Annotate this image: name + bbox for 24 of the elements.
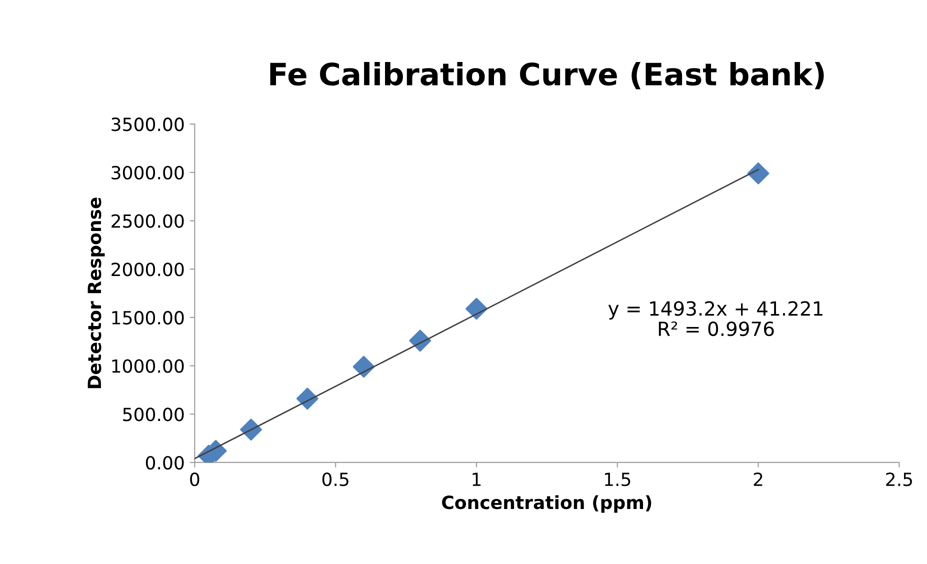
point [465, 298, 488, 320]
x-tick-label: 1.5 [605, 472, 630, 486]
x-tick-label: 2 [754, 472, 762, 486]
y-tick-label: 2000.00 [112, 262, 184, 276]
x-axis-title: Concentration (ppm) [442, 495, 652, 513]
annotation: R² = 0.9976 [658, 321, 774, 336]
x-tick-label: 2.5 [886, 472, 912, 486]
y-tick-label: 1000.00 [112, 359, 184, 373]
x-tick-label: 0.5 [322, 472, 348, 486]
y-tick-label: 0.00 [146, 456, 184, 470]
point [352, 356, 375, 378]
x-tick-label: 1 [472, 472, 481, 486]
point [296, 388, 318, 410]
point [409, 330, 432, 352]
point [747, 162, 770, 184]
x-tick-label: 0 [190, 472, 200, 486]
y-axis-title: Detector Response [88, 198, 105, 388]
y-tick-label: 3000.00 [112, 166, 184, 180]
y-tick-label: 3500.00 [112, 118, 184, 132]
chart-title: Fe Calibration Curve (East bank) [270, 62, 824, 90]
annotation: y = 1493.2x + 41.221 [608, 301, 822, 320]
y-tick-label: 500.00 [123, 408, 184, 422]
y-tick-label: 2500.00 [112, 214, 184, 228]
y-tick-label: 1500.00 [112, 310, 184, 325]
